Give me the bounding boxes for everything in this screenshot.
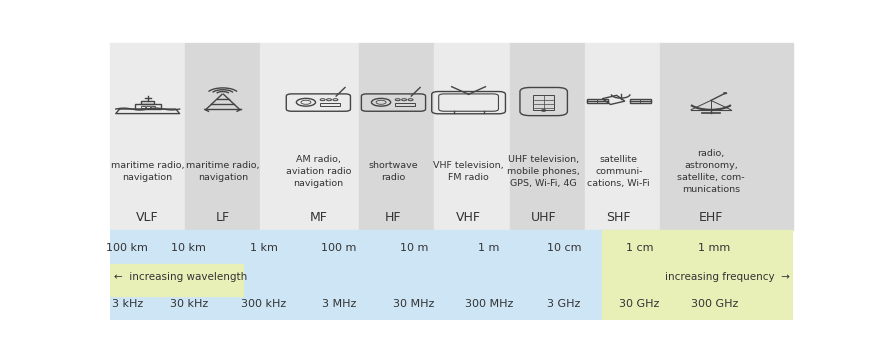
Bar	[146, 106, 150, 108]
Bar	[141, 101, 154, 104]
Text: ←  increasing wavelength: ← increasing wavelength	[114, 272, 247, 283]
Text: 100 km: 100 km	[107, 243, 148, 253]
Text: 1 mm: 1 mm	[699, 243, 730, 253]
Bar	[533, 95, 554, 110]
Circle shape	[723, 93, 727, 94]
Text: VHF television,
FM radio: VHF television, FM radio	[433, 161, 504, 182]
Text: 300 kHz: 300 kHz	[241, 299, 286, 309]
Bar	[509, 43, 585, 230]
Bar	[630, 99, 651, 103]
Text: shortwave
radio: shortwave radio	[368, 161, 418, 182]
Bar	[359, 43, 434, 230]
Text: maritime radio,
navigation: maritime radio, navigation	[111, 161, 184, 182]
Text: satellite
communi-
cations, Wi-Fi: satellite communi- cations, Wi-Fi	[588, 155, 650, 188]
Text: 1 km: 1 km	[250, 243, 278, 253]
Text: 100 m: 100 m	[322, 243, 357, 253]
Bar	[585, 43, 660, 230]
Bar	[434, 43, 509, 230]
Text: 30 MHz: 30 MHz	[393, 299, 434, 309]
Text: LF: LF	[216, 211, 230, 224]
Bar	[261, 43, 359, 230]
Bar	[110, 230, 793, 320]
Text: UHF television,
mobile phones,
GPS, Wi-Fi, 4G: UHF television, mobile phones, GPS, Wi-F…	[507, 155, 580, 188]
Text: radio,
astronomy,
satellite, com-
munications: radio, astronomy, satellite, com- munica…	[677, 149, 744, 194]
Text: UHF: UHF	[531, 211, 557, 224]
Text: 3 GHz: 3 GHz	[547, 299, 581, 309]
Text: 30 kHz: 30 kHz	[169, 299, 208, 309]
Bar	[152, 106, 155, 108]
Text: maritime radio,
navigation: maritime radio, navigation	[186, 161, 260, 182]
Bar	[602, 230, 793, 320]
Text: 10 m: 10 m	[400, 243, 428, 253]
Bar	[141, 106, 144, 108]
Text: 10 cm: 10 cm	[547, 243, 581, 253]
Bar	[603, 95, 625, 104]
Text: VLF: VLF	[137, 211, 159, 224]
Bar	[587, 99, 608, 103]
Text: 3 MHz: 3 MHz	[322, 299, 356, 309]
Text: 3 kHz: 3 kHz	[112, 299, 143, 309]
Bar	[185, 43, 261, 230]
Text: 30 GHz: 30 GHz	[619, 299, 660, 309]
Text: AM radio,
aviation radio
navigation: AM radio, aviation radio navigation	[285, 155, 351, 188]
Bar	[320, 103, 340, 106]
Text: 300 GHz: 300 GHz	[691, 299, 738, 309]
Text: HF: HF	[385, 211, 402, 224]
Bar	[110, 43, 185, 230]
Bar	[396, 103, 415, 106]
Text: EHF: EHF	[699, 211, 723, 224]
Text: 1 cm: 1 cm	[626, 243, 653, 253]
Text: VHF: VHF	[456, 211, 481, 224]
Bar	[135, 104, 161, 109]
Text: 300 MHz: 300 MHz	[465, 299, 514, 309]
Text: increasing frequency  →: increasing frequency →	[664, 272, 789, 283]
Text: 1 m: 1 m	[478, 243, 500, 253]
Bar	[660, 43, 793, 230]
Text: MF: MF	[309, 211, 328, 224]
Text: SHF: SHF	[606, 211, 631, 224]
Bar	[110, 264, 243, 296]
Text: 10 km: 10 km	[171, 243, 206, 253]
